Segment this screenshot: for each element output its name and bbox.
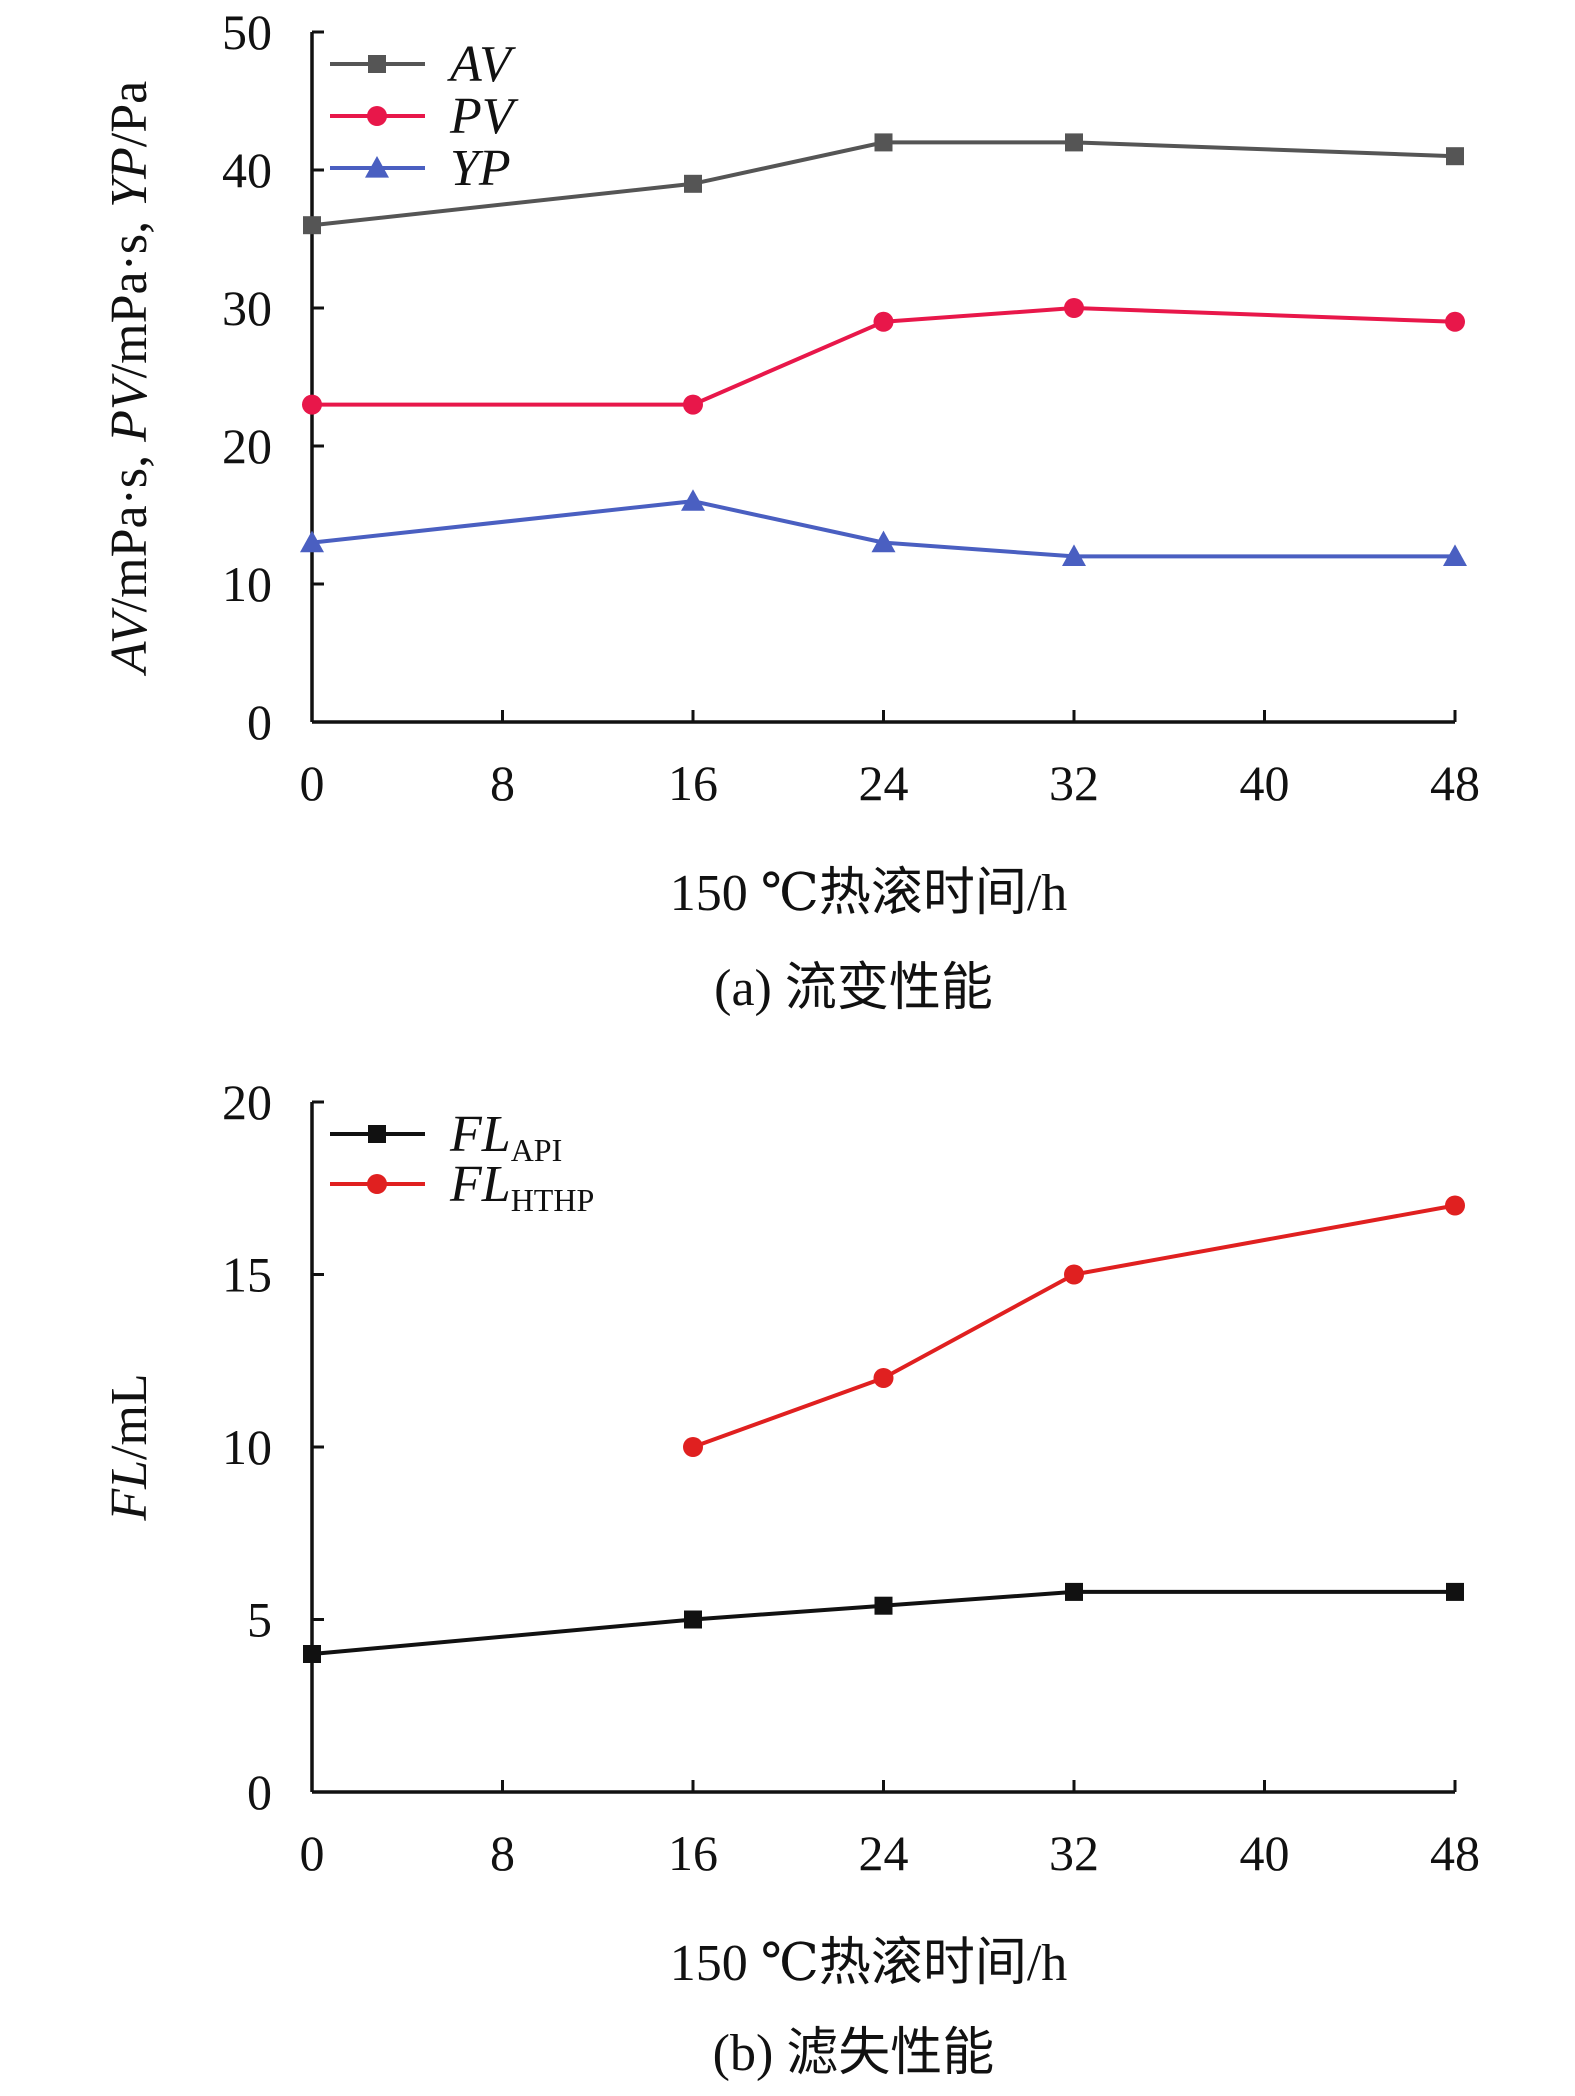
legend-subscript: API <box>511 1132 563 1168</box>
legend-marker <box>368 1125 386 1143</box>
data-point <box>302 394 322 415</box>
legend-name: FL <box>449 1106 511 1163</box>
y-axis-title-part: /mPa·s, <box>101 442 158 612</box>
x-tick-label: 32 <box>1049 755 1099 811</box>
y-tick-label: 20 <box>222 418 272 474</box>
legend-name: FL <box>449 1156 511 1213</box>
legend-name: AV <box>447 36 516 93</box>
data-point <box>1446 1582 1464 1601</box>
y-axis-title-part: PV <box>101 373 158 443</box>
data-point <box>684 1610 702 1629</box>
data-point <box>874 1596 893 1615</box>
x-tick-label: 0 <box>300 755 325 811</box>
legend-marker <box>367 1174 387 1194</box>
x-tick-label: 8 <box>490 755 515 811</box>
legend-label: AV <box>447 36 516 93</box>
x-tick-label: 16 <box>668 1825 718 1881</box>
x-axis-title: 150 ℃热滚时间/h <box>670 1935 1068 1992</box>
data-point <box>1065 1582 1083 1601</box>
y-tick-label: 15 <box>222 1247 272 1303</box>
x-axis-title: 150 ℃热滚时间/h <box>670 865 1068 922</box>
y-tick-label: 10 <box>222 1419 272 1475</box>
y-axis-title-part: YP <box>101 147 158 208</box>
chart-a: 0 10 20 30 40 50 0 8 16 24 32 40 48 150 ℃热滚时间/h AV/mPa… <box>101 4 1480 1017</box>
x-tick-label: 16 <box>668 755 718 811</box>
series-av <box>303 133 1464 235</box>
series-yp <box>300 489 1467 566</box>
x-tick-label: 32 <box>1049 1825 1099 1881</box>
data-point <box>1446 147 1464 166</box>
legend-name: YP <box>450 140 511 197</box>
x-tick-label: 24 <box>859 755 909 811</box>
data-point <box>303 216 321 235</box>
series-pv <box>302 298 1465 415</box>
legend-marker <box>367 106 387 126</box>
legend-label: FLAPI <box>449 1106 562 1168</box>
data-point <box>1445 1195 1465 1216</box>
data-point <box>1065 133 1083 152</box>
y-tick-label: 20 <box>222 1074 272 1130</box>
legend-marker <box>365 156 389 178</box>
data-point <box>300 530 324 553</box>
y-tick-label: 10 <box>222 556 272 612</box>
series-fl-api <box>303 1582 1464 1663</box>
y-axis-title-part: /Pa <box>101 81 158 147</box>
data-point <box>1443 544 1467 566</box>
series-line <box>692 1203 1456 1449</box>
y-axis-title-part: /mPa·s, <box>101 208 158 378</box>
chart-caption: (b) 滤失性能 <box>713 2025 995 2082</box>
legend-label: FLHTHP <box>449 1156 594 1218</box>
y-tick-label: 40 <box>222 142 272 198</box>
data-point <box>683 1437 703 1457</box>
x-tick-label: 24 <box>859 1825 909 1881</box>
chart-caption: (a) 流变性能 <box>714 960 993 1017</box>
y-axis-title-part: AV <box>101 607 158 676</box>
legend-name: PV <box>449 88 519 145</box>
x-tick-label: 8 <box>490 1825 515 1881</box>
y-axis-title: AV/mPa·s, PV/mPa·s, YP/Pa <box>101 81 158 677</box>
legend-subscript: HTHP <box>511 1182 595 1218</box>
y-axis-title-part: FL <box>101 1460 158 1522</box>
data-point <box>303 1645 321 1663</box>
data-point <box>874 133 893 152</box>
y-tick-label: 5 <box>247 1592 272 1648</box>
x-tick-label: 48 <box>1430 1825 1480 1881</box>
x-tick-label: 40 <box>1240 1825 1290 1881</box>
y-tick-label: 50 <box>222 4 272 60</box>
series-fl-hthp <box>683 1195 1465 1457</box>
data-point <box>1064 1264 1084 1285</box>
x-tick-label: 0 <box>300 1825 325 1881</box>
data-point <box>683 394 703 415</box>
data-point <box>873 1368 894 1388</box>
data-point <box>1445 311 1465 332</box>
legend-label: YP <box>450 140 511 197</box>
y-axis-title: FL/mL <box>101 1373 158 1521</box>
data-point <box>684 174 702 193</box>
data-point <box>871 530 896 553</box>
x-tick-label: 40 <box>1240 755 1290 811</box>
y-tick-label: 0 <box>247 1764 272 1820</box>
data-point <box>1062 544 1086 566</box>
data-point <box>681 489 705 511</box>
legend-marker <box>368 55 386 73</box>
y-axis-title-part: /mL <box>101 1373 158 1460</box>
x-tick-label: 48 <box>1430 755 1480 811</box>
data-point <box>873 311 894 332</box>
y-tick-label: 30 <box>222 280 272 336</box>
y-tick-label: 0 <box>247 694 272 750</box>
legend-label: PV <box>449 88 519 145</box>
data-point <box>1064 298 1084 318</box>
